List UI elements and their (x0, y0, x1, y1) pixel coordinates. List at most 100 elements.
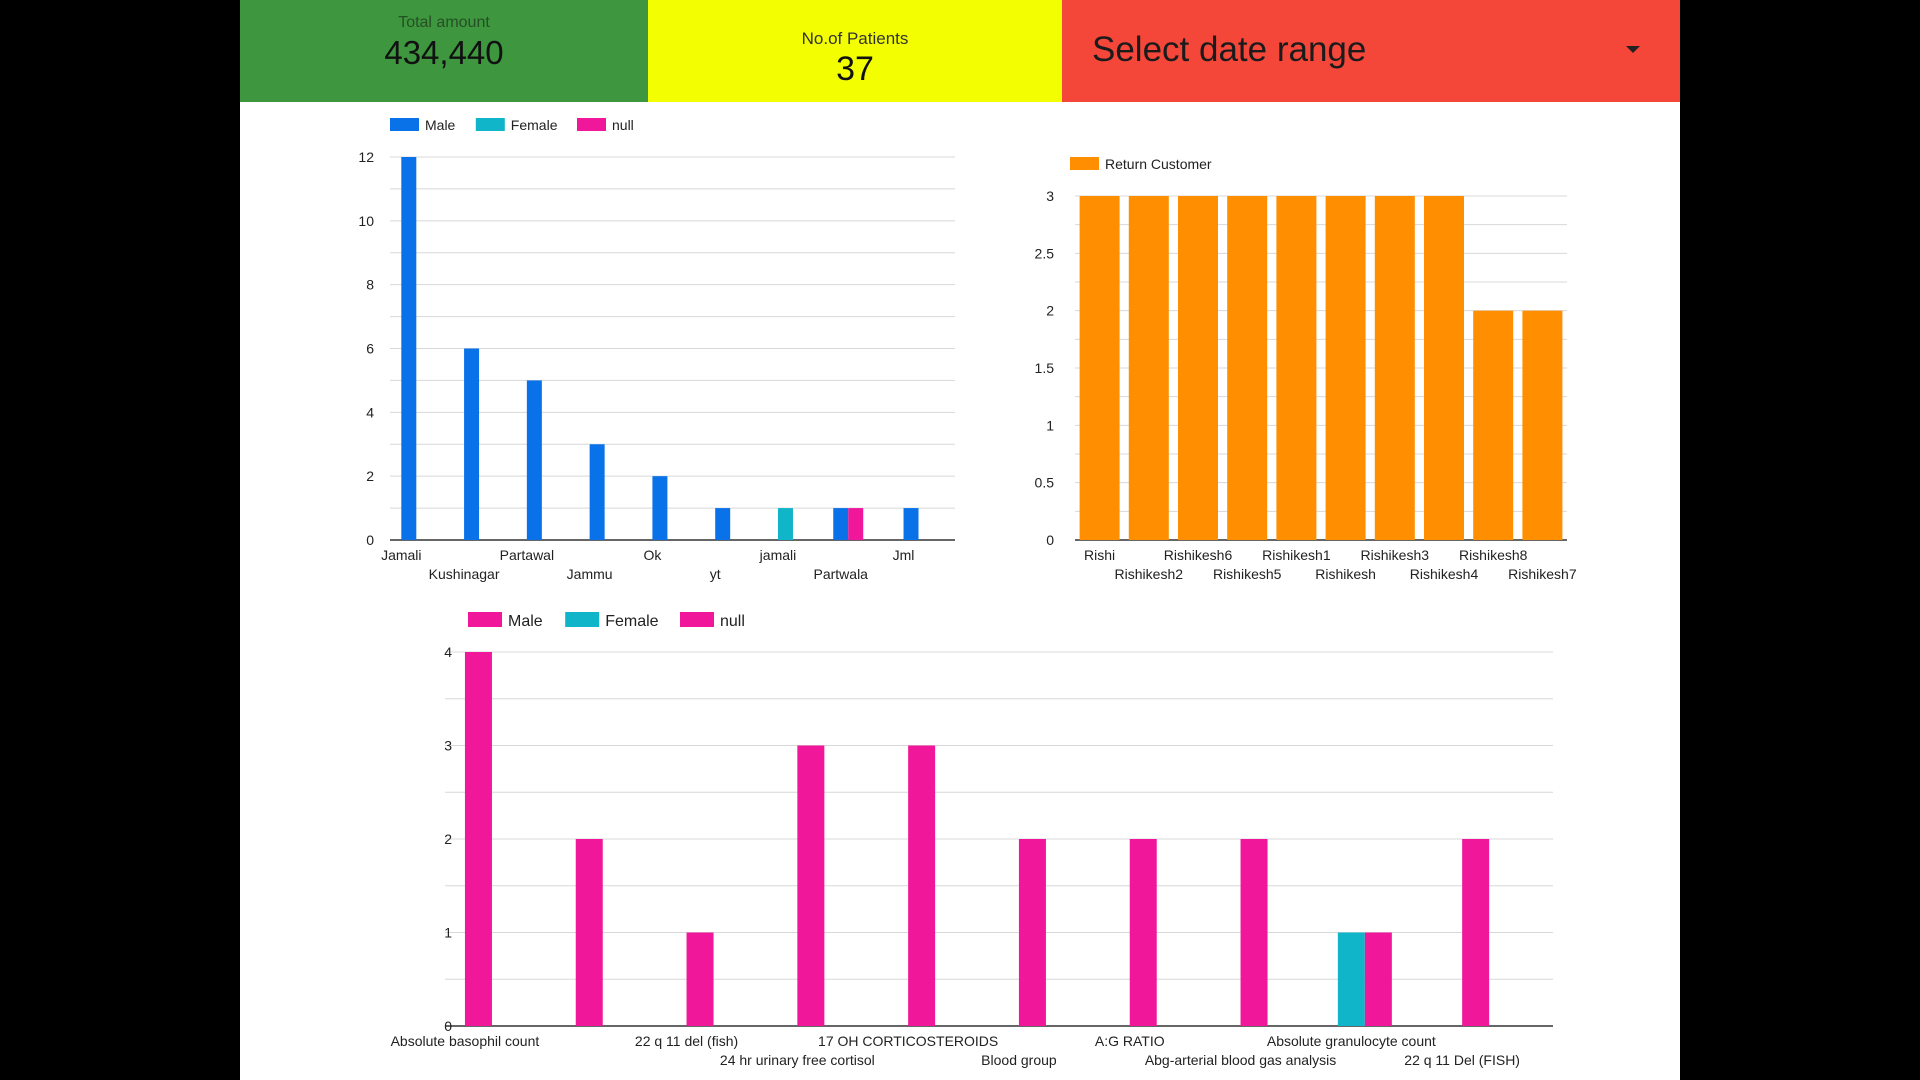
legend-swatch (475, 118, 505, 131)
bar-male (526, 380, 542, 540)
bar-return-customer (1374, 196, 1415, 540)
bar-return-customer (1325, 196, 1366, 540)
legend-label: null (720, 613, 745, 630)
bar-return-customer (1276, 196, 1317, 540)
y-tick-label: 2 (444, 831, 452, 847)
legend-label: Male (508, 613, 543, 630)
x-category-label: A:G RATIO (1095, 1033, 1165, 1049)
y-tick-label: 1 (444, 925, 452, 941)
bar-male (833, 508, 849, 540)
charts-canvas: 024681012JamaliKushinagarPartawalJammuOk… (358, 117, 1577, 1068)
date-range-label: Select date range (1092, 30, 1367, 69)
bar-male (575, 839, 603, 1026)
bar-return-customer (1424, 196, 1464, 540)
x-category-label: jamali (759, 547, 797, 563)
dropdown-caret-icon[interactable] (1626, 46, 1640, 53)
legend-swatch (577, 118, 606, 131)
y-tick-label: 0 (1046, 532, 1054, 548)
x-category-label: Ok (643, 547, 662, 563)
x-category-label: Jammu (567, 566, 613, 582)
legend-label: Male (425, 117, 456, 133)
bar-female (1337, 932, 1365, 1026)
x-category-label: Rishikesh6 (1164, 547, 1233, 563)
y-tick-label: 2.5 (1035, 245, 1055, 261)
legend-label: null (612, 117, 634, 133)
x-category-label: yt (710, 566, 721, 582)
legend-label: Female (511, 117, 558, 133)
x-category-label: Partwala (814, 566, 869, 582)
y-tick-label: 0.5 (1035, 475, 1055, 491)
bar-female (777, 508, 793, 540)
total-amount-label: Total amount (398, 14, 490, 31)
bar-male (464, 652, 492, 1026)
bar-male (715, 508, 731, 540)
x-category-label: Rishikesh8 (1459, 547, 1528, 563)
x-category-label: Rishikesh5 (1213, 566, 1282, 582)
y-tick-label: 3 (444, 738, 452, 754)
patients-value: 37 (836, 50, 874, 88)
y-tick-label: 10 (358, 213, 374, 229)
x-category-label: Kushinagar (429, 566, 500, 582)
x-category-label: Rishikesh2 (1115, 566, 1184, 582)
legend-swatch (680, 612, 714, 627)
x-category-label: Abg-arterial blood gas analysis (1145, 1052, 1336, 1068)
y-tick-label: 4 (444, 644, 452, 660)
y-tick-label: 0 (366, 532, 374, 548)
legend-label: Female (605, 613, 658, 630)
y-tick-label: 2 (366, 468, 374, 484)
bar-male (1129, 839, 1157, 1026)
chart-3: 0 1 2 3 4 Absolute basophil count 22 q 11 del … (391, 612, 1553, 1068)
x-category-label: Absolute basophil count (391, 1033, 540, 1049)
bar-return-customer (1178, 196, 1218, 540)
patients-label: No.of Patients (801, 29, 909, 48)
x-category-label: Absolute granulocyte count (1267, 1033, 1436, 1049)
bar-male (797, 745, 825, 1026)
x-category-label: Rishikesh (1315, 566, 1376, 582)
bar-return-customer (1227, 196, 1268, 540)
date-range-selector[interactable]: Select date range (1062, 0, 1680, 102)
total-amount-value: 434,440 (384, 34, 504, 71)
total-amount-scorecard: Total amount 434,440 (240, 0, 648, 102)
x-category-label: Blood group (981, 1052, 1057, 1068)
y-tick-label: 12 (358, 149, 374, 165)
legend-swatch (1070, 157, 1099, 170)
bar-male (652, 476, 668, 540)
y-tick-label: 0 (444, 1018, 452, 1034)
dashboard-page: Total amount 434,440 No.of Patients 37 S… (240, 0, 1680, 1080)
bar-return-customer (1522, 310, 1563, 540)
y-tick-label: 1.5 (1035, 360, 1055, 376)
x-category-label: Rishikesh7 (1508, 566, 1577, 582)
bar-return-customer (1128, 196, 1169, 540)
bar-return-customer (1473, 310, 1514, 540)
bar-male (903, 508, 919, 540)
y-tick-label: 1 (1046, 417, 1054, 433)
legend-label: Return Customer (1105, 156, 1212, 172)
bar-male (1462, 839, 1490, 1026)
x-category-label: 17 OH CORTICOSTEROIDS (818, 1033, 998, 1049)
legend-swatch (468, 612, 502, 627)
y-tick-label: 8 (366, 277, 374, 293)
x-category-label: Rishikesh4 (1410, 566, 1479, 582)
x-category-label: Rishikesh3 (1361, 547, 1430, 563)
x-category-label: 22 q 11 Del (FISH) (1404, 1052, 1520, 1068)
x-category-label: Rishikesh1 (1262, 547, 1331, 563)
x-category-label: Rishi (1084, 547, 1115, 563)
bar-male (401, 157, 417, 540)
bar-null (848, 508, 864, 540)
bar-male (1240, 839, 1268, 1026)
bar-null (686, 932, 714, 1026)
y-tick-label: 3 (1046, 188, 1054, 204)
y-tick-label: 6 (366, 341, 374, 357)
bar-null (1364, 932, 1392, 1026)
bar-male (589, 444, 605, 540)
y-tick-label: 4 (366, 404, 374, 420)
x-category-label: Partawal (500, 547, 554, 563)
x-category-label: 22 q 11 del (fish) (635, 1033, 738, 1049)
legend-swatch (390, 118, 419, 131)
x-category-label: 24 hr urinary free cortisol (720, 1052, 875, 1068)
bar-male (1018, 839, 1046, 1026)
bar-male (908, 745, 936, 1026)
x-category-label: Jml (893, 547, 915, 563)
